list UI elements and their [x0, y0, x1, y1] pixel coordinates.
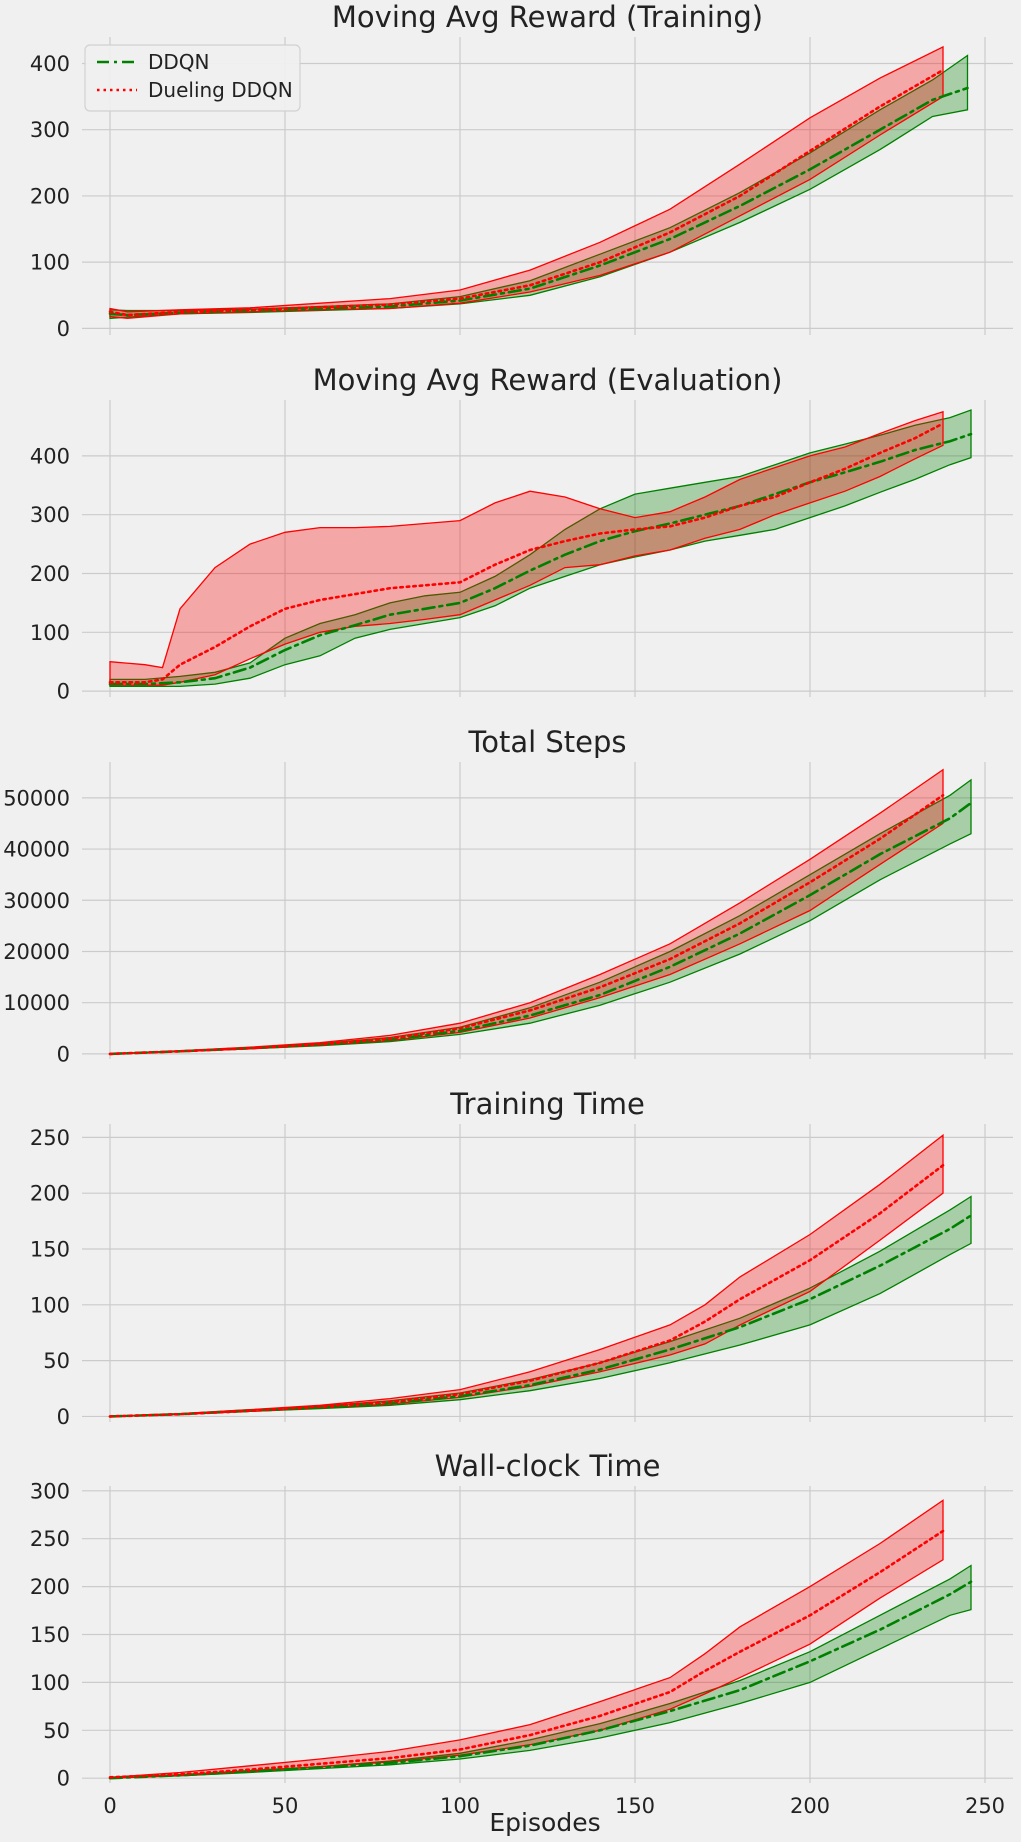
y-tick-label: 0: [57, 680, 70, 704]
panel-title: Moving Avg Reward (Training): [332, 0, 763, 34]
y-tick-label: 200: [30, 1575, 70, 1599]
legend-box: [84, 44, 301, 112]
mean-line-dueling-ddqn: [108, 422, 945, 684]
band-ddqn: [109, 778, 972, 1055]
mean-line-ddqn: [108, 1580, 973, 1780]
panel-title: Wall-clock Time: [435, 1449, 661, 1483]
x-tick-label: 0: [103, 1794, 116, 1818]
y-tick-label: 0: [57, 1767, 70, 1791]
y-tick-label: 0: [57, 1405, 70, 1429]
y-tick-label: 300: [30, 118, 70, 142]
y-tick-label: 50: [43, 1349, 70, 1373]
y-tick-label: 100: [30, 251, 70, 275]
panel-3: 0 10000 20000 30000 40000 50000 Total Steps: [3, 725, 1013, 1066]
y-tick-label: 100: [30, 1293, 70, 1317]
mean-line-dueling-ddqn: [108, 68, 945, 317]
y-tick-label: 40000: [3, 838, 70, 862]
y-tick-label: 200: [30, 1182, 70, 1206]
legend-entry: DDQN: [148, 50, 210, 74]
y-tick-label: 30000: [3, 889, 70, 913]
y-tick-label: 250: [30, 1126, 70, 1150]
x-tick-label: 200: [790, 1794, 830, 1818]
x-tick-label: 50: [272, 1794, 299, 1818]
panel-title: Total Steps: [467, 725, 626, 759]
panel-5: 0 50 100 150 200 250 300 Wall-clock Time 0 50 100 1…: [30, 1449, 1013, 1818]
panel-2: 0 100 200 300 400 Moving Avg Reward (Evaluati…: [30, 363, 1013, 704]
plot-area: [108, 768, 973, 1056]
y-tick-label: 150: [30, 1623, 70, 1647]
y-tick-label: 150: [30, 1238, 70, 1262]
plot-area: [108, 45, 969, 320]
y-tick-label: 50000: [3, 786, 70, 810]
y-tick-label: 20000: [3, 940, 70, 964]
mean-line-dueling-ddqn: [108, 793, 945, 1056]
band-ddqn: [109, 1195, 972, 1418]
y-tick-label: 250: [30, 1527, 70, 1551]
y-tick-label: 0: [57, 317, 70, 341]
plot-area: [108, 1133, 973, 1418]
x-tick-label: 250: [965, 1794, 1005, 1818]
y-tick-label: 400: [30, 52, 70, 76]
band-ddqn: [109, 409, 972, 688]
y-tick-label: 50: [43, 1719, 70, 1743]
mean-line-ddqn: [108, 432, 973, 686]
mean-line-dueling-ddqn: [108, 1529, 945, 1779]
y-tick-label: 100: [30, 1671, 70, 1695]
subplots: 0 100 200 300 400 Moving Avg Reward (Training…: [3, 0, 1013, 1818]
panel-title: Training Time: [449, 1087, 645, 1121]
mean-line-dueling-ddqn: [108, 1164, 945, 1418]
y-tick-label: 100: [30, 621, 70, 645]
plot-area: [108, 1499, 973, 1780]
y-tick-label: 200: [30, 562, 70, 586]
y-tick-label: 10000: [3, 991, 70, 1015]
panel-title: Moving Avg Reward (Evaluation): [313, 363, 783, 397]
y-tick-label: 400: [30, 444, 70, 468]
legend-entry: Dueling DDQN: [148, 78, 293, 102]
y-tick-label: 200: [30, 184, 70, 208]
band-ddqn: [109, 1564, 972, 1779]
y-tick-label: 300: [30, 503, 70, 527]
x-axis-label: Episodes: [489, 1808, 600, 1837]
x-tick-label: 100: [440, 1794, 480, 1818]
panel-4: 0 50 100 150 200 250 Training Time: [30, 1087, 1013, 1429]
panel-1: 0 100 200 300 400 Moving Avg Reward (Training…: [30, 0, 1013, 341]
y-tick-label: 300: [30, 1479, 70, 1503]
legend: DDQN Dueling DDQN: [84, 44, 301, 112]
plot-area: [108, 409, 973, 688]
x-tick-label: 150: [615, 1794, 655, 1818]
y-tick-label: 0: [57, 1042, 70, 1066]
